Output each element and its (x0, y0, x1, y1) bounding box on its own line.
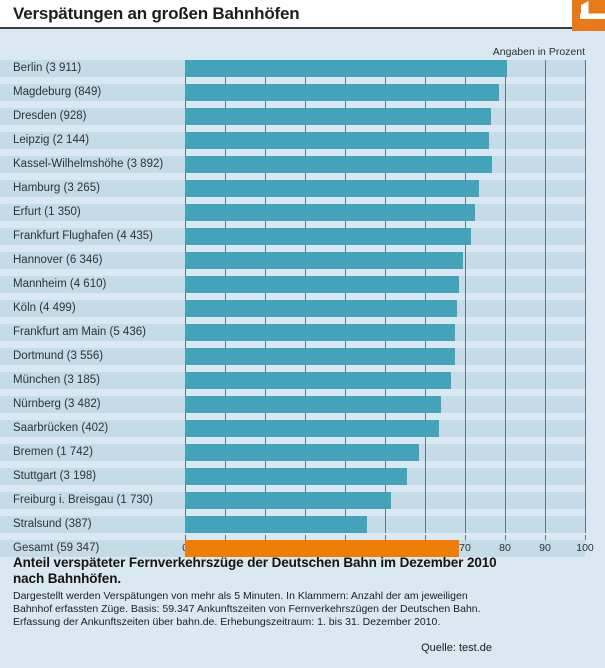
bar-row: Leipzig (2 144) (0, 132, 585, 149)
page-title: Verspätungen an großen Bahnhöfen (13, 4, 300, 23)
station-bar (185, 516, 367, 533)
station-bar (185, 228, 471, 245)
bar-label: Frankfurt am Main (5 436) (13, 326, 146, 338)
station-bar (185, 396, 441, 413)
bar-row: Berlin (3 911) (0, 60, 585, 77)
bar-row: Nürnberg (3 482) (0, 396, 585, 413)
bar-label: Nürnberg (3 482) (13, 398, 101, 410)
bar-label: München (3 185) (13, 374, 100, 386)
station-bar (185, 348, 455, 365)
bar-row: Hannover (6 346) (0, 252, 585, 269)
bar-label: Kassel-Wilhelmshöhe (3 892) (13, 158, 164, 170)
bar-label: Leipzig (2 144) (13, 134, 90, 146)
gridlines (185, 60, 586, 533)
total-bar (185, 540, 459, 557)
source-note: Quelle: test.de (421, 642, 492, 654)
bar-row: Frankfurt am Main (5 436) (0, 324, 585, 341)
bar-row: Dresden (928) (0, 108, 585, 125)
bar-label: Freiburg i. Breisgau (1 730) (13, 494, 153, 506)
axis-tick-label: 100 (576, 542, 594, 554)
bar-row: München (3 185) (0, 372, 585, 389)
bar-row: Frankfurt Flughafen (4 435) (0, 228, 585, 245)
bar-label: Frankfurt Flughafen (4 435) (13, 230, 153, 242)
station-bar (185, 180, 479, 197)
bar-label: Köln (4 499) (13, 302, 76, 314)
station-bar (185, 300, 457, 317)
station-bar (185, 204, 475, 221)
test-de-logo-icon (572, 0, 605, 31)
bar-chart: Berlin (3 911) Magdeburg (849) Dresden (92… (0, 60, 605, 560)
chart-caption-heading: Anteil verspäteter Fernverkehrszüge der … (13, 555, 497, 586)
bar-row: Saarbrücken (402) (0, 420, 585, 437)
station-bar (185, 60, 507, 77)
bar-label: Erfurt (1 350) (13, 206, 81, 218)
station-bar (185, 108, 491, 125)
bar-label: Stuttgart (3 198) (13, 470, 97, 482)
unit-note: Angaben in Prozent (492, 46, 585, 58)
bar-label: Dresden (928) (13, 110, 87, 122)
bar-label: Hannover (6 346) (13, 254, 103, 266)
axis-ticks (185, 535, 586, 540)
bar-row: Kassel-Wilhelmshöhe (3 892) (0, 156, 585, 173)
header-bar: Verspätungen an großen Bahnhöfen (0, 0, 605, 27)
axis-tick-label: 70 (459, 542, 471, 554)
station-bar (185, 468, 407, 485)
station-bar (185, 492, 391, 509)
axis-tick-label: 80 (499, 542, 511, 554)
bar-label: Dortmund (3 556) (13, 350, 104, 362)
bar-row: Köln (4 499) (0, 300, 585, 317)
bar-label: Magdeburg (849) (13, 86, 102, 98)
bar-label: Berlin (3 911) (13, 62, 82, 74)
bar-row: Mannheim (4 610) (0, 276, 585, 293)
bar-row: Gesamt (59 347) (0, 540, 585, 557)
axis-tick-label: 90 (539, 542, 551, 554)
station-bar (185, 372, 451, 389)
header-rule (0, 27, 605, 29)
bar-label: Gesamt (59 347) (13, 542, 100, 554)
chart-caption-body: Dargestellt werden Verspätungen von mehr… (13, 590, 481, 629)
station-bar (185, 276, 459, 293)
station-bar (185, 132, 489, 149)
station-bar (185, 156, 492, 173)
bar-label: Bremen (1 742) (13, 446, 93, 458)
station-bar (185, 420, 439, 437)
bar-row: Erfurt (1 350) (0, 204, 585, 221)
bar-row: Hamburg (3 265) (0, 180, 585, 197)
station-bar (185, 444, 419, 461)
bar-row: Magdeburg (849) (0, 84, 585, 101)
station-bar (185, 324, 455, 341)
bar-row: Dortmund (3 556) (0, 348, 585, 365)
station-bar (185, 252, 463, 269)
bar-label: Mannheim (4 610) (13, 278, 107, 290)
bar-label: Saarbrücken (402) (13, 422, 109, 434)
bar-label: Stralsund (387) (13, 518, 92, 530)
station-bar (185, 84, 499, 101)
bar-label: Hamburg (3 265) (13, 182, 100, 194)
